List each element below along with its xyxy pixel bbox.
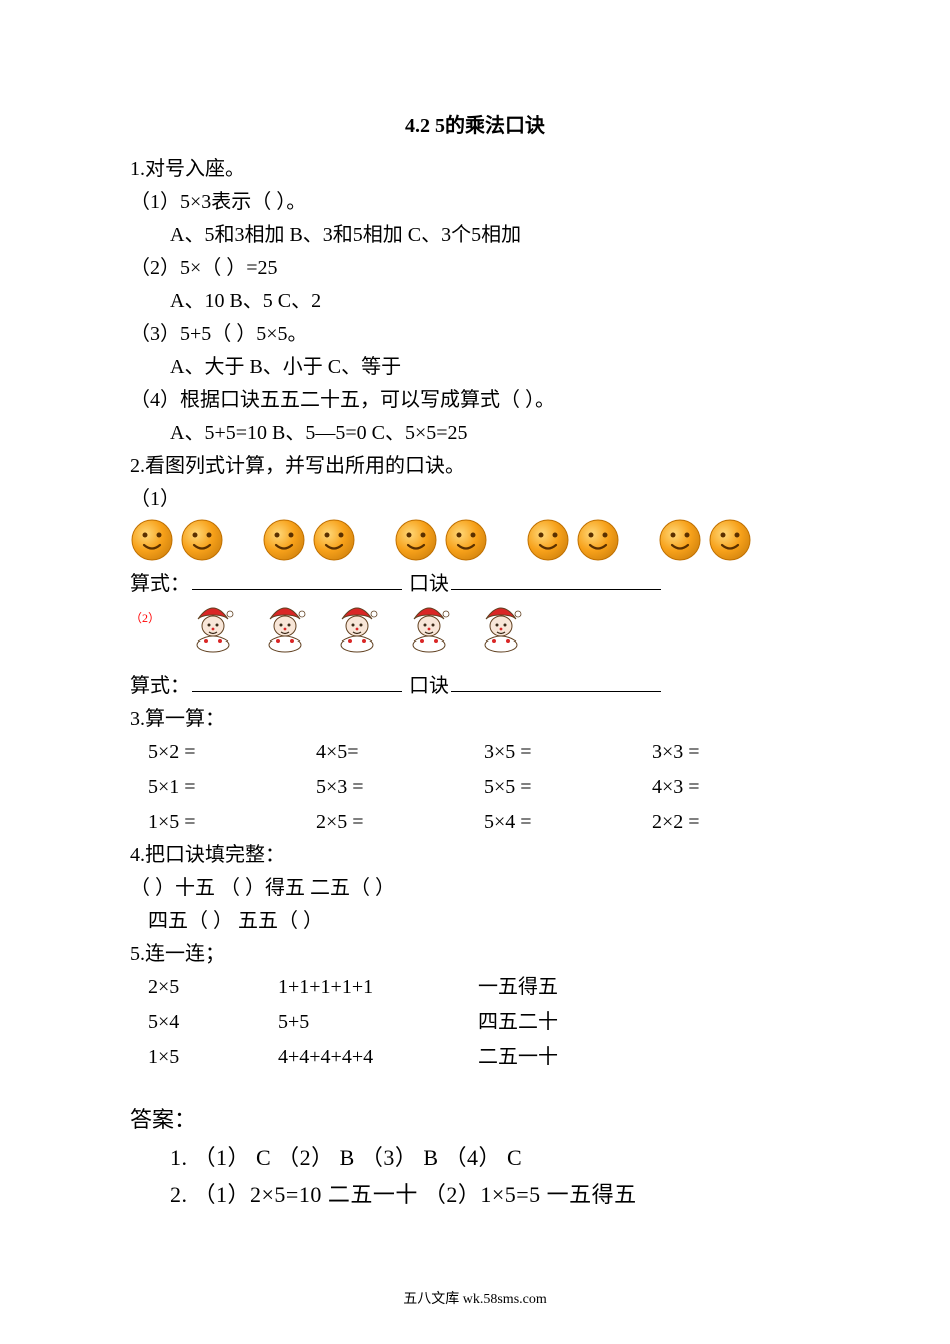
q1-3: （3）5+5（ ）5×5。 bbox=[130, 318, 820, 351]
clown-item bbox=[260, 601, 310, 664]
koujue-blank-2 bbox=[451, 673, 661, 692]
smiley-icon bbox=[444, 518, 488, 562]
q1-2-options: A、10 B、5 C、2 bbox=[130, 285, 820, 318]
calc-cell: 3×5 = bbox=[484, 736, 652, 769]
q3-heading: 3.算一算： bbox=[130, 703, 820, 736]
answer-line-2: 2. （1）2×5=10 二五一十 （2）1×5=5 一五得五 bbox=[130, 1177, 820, 1213]
formula-label-2: 算式： bbox=[130, 675, 190, 697]
smiley-pair bbox=[130, 518, 224, 562]
smiley-icon bbox=[312, 518, 356, 562]
koujue-blank bbox=[451, 571, 661, 590]
q1-1-options: A、5和3相加 B、3和5相加 C、3个5相加 bbox=[130, 219, 820, 252]
smiley-pair bbox=[394, 518, 488, 562]
match-cell: 四五二十 bbox=[458, 1006, 628, 1039]
clown-item bbox=[332, 601, 382, 664]
clown-icon bbox=[188, 601, 238, 653]
calc-cell: 1×5 = bbox=[148, 806, 316, 839]
smiley-icon bbox=[130, 518, 174, 562]
calc-cell: 4×3 = bbox=[652, 771, 820, 804]
q5-grid: 2×51+1+1+1+1一五得五 5×45+5四五二十 1×54+4+4+4+4二五… bbox=[148, 971, 820, 1074]
match-cell: 1×5 bbox=[148, 1041, 278, 1074]
match-cell: 5+5 bbox=[278, 1006, 458, 1039]
q3-grid: 5×2 =4×5=3×5 =3×3 = 5×1 =5×3 =5×5 =4×3 = 1… bbox=[148, 736, 820, 839]
smiley-pair bbox=[262, 518, 356, 562]
koujue-label: 口诀 bbox=[409, 573, 449, 595]
match-cell: 一五得五 bbox=[458, 971, 628, 1004]
q2-sub2-label: （2） bbox=[130, 609, 160, 629]
smiley-icon bbox=[576, 518, 620, 562]
clown-item bbox=[188, 601, 238, 664]
calc-cell: 5×2 = bbox=[148, 736, 316, 769]
smiley-row bbox=[130, 516, 820, 568]
q4-heading: 4.把口诀填完整： bbox=[130, 839, 820, 872]
smiley-icon bbox=[180, 518, 224, 562]
calc-cell: 4×5= bbox=[316, 736, 484, 769]
smiley-icon bbox=[526, 518, 570, 562]
calc-cell: 5×3 = bbox=[316, 771, 484, 804]
smiley-icon bbox=[708, 518, 752, 562]
q4-line2: 四五（ ） 五五（ ） bbox=[130, 905, 820, 938]
clown-icon bbox=[332, 601, 382, 653]
q4-line1: （ ）十五 （ ）得五 二五（ ） bbox=[130, 872, 820, 905]
clown-icon bbox=[260, 601, 310, 653]
q5-heading: 5.连一连； bbox=[130, 938, 820, 971]
answer-line-1: 1. （1） C （2） B （3） B （4） C bbox=[130, 1140, 820, 1176]
q1-2: （2）5×（ ）=25 bbox=[130, 252, 820, 285]
q1-heading: 1.对号入座。 bbox=[130, 153, 820, 186]
calc-cell: 5×1 = bbox=[148, 771, 316, 804]
match-cell: 5×4 bbox=[148, 1006, 278, 1039]
calc-cell: 5×5 = bbox=[484, 771, 652, 804]
smiley-pair bbox=[526, 518, 620, 562]
match-cell: 2×5 bbox=[148, 971, 278, 1004]
smiley-icon bbox=[394, 518, 438, 562]
clown-row: （2） bbox=[130, 601, 820, 670]
q1-3-options: A、大于 B、小于 C、等于 bbox=[130, 351, 820, 384]
clown-icon bbox=[404, 601, 454, 653]
clown-item bbox=[404, 601, 454, 664]
answers-block: 答案： 1. （1） C （2） B （3） B （4） C 2. （1）2×5… bbox=[130, 1102, 820, 1213]
q2-sub1: （1） bbox=[130, 483, 820, 516]
calc-cell: 2×5 = bbox=[316, 806, 484, 839]
formula-blank-2 bbox=[192, 673, 402, 692]
q1-1: （1）5×3表示（ ）。 bbox=[130, 186, 820, 219]
calc-cell: 5×4 = bbox=[484, 806, 652, 839]
match-cell: 1+1+1+1+1 bbox=[278, 971, 458, 1004]
answers-heading: 答案： bbox=[130, 1102, 820, 1138]
match-cell: 二五一十 bbox=[458, 1041, 628, 1074]
formula-blank bbox=[192, 571, 402, 590]
page-title: 4.2 5的乘法口诀 bbox=[130, 110, 820, 143]
q2-line2: 算式： 口诀 bbox=[130, 670, 820, 703]
smiley-icon bbox=[658, 518, 702, 562]
q1-4-options: A、5+5=10 B、5—5=0 C、5×5=25 bbox=[130, 417, 820, 450]
q2-line1: 算式： 口诀 bbox=[130, 568, 820, 601]
koujue-label-2: 口诀 bbox=[409, 675, 449, 697]
clown-icon bbox=[476, 601, 526, 653]
match-cell: 4+4+4+4+4 bbox=[278, 1041, 458, 1074]
q1-4: （4）根据口诀五五二十五，可以写成算式（ ）。 bbox=[130, 384, 820, 417]
page-footer: 五八文库 wk.58sms.com bbox=[0, 1288, 950, 1308]
smiley-icon bbox=[262, 518, 306, 562]
formula-label: 算式： bbox=[130, 573, 190, 595]
calc-cell: 2×2 = bbox=[652, 806, 820, 839]
clown-item bbox=[476, 601, 526, 664]
calc-cell: 3×3 = bbox=[652, 736, 820, 769]
smiley-pair bbox=[658, 518, 752, 562]
q2-heading: 2.看图列式计算，并写出所用的口诀。 bbox=[130, 450, 820, 483]
